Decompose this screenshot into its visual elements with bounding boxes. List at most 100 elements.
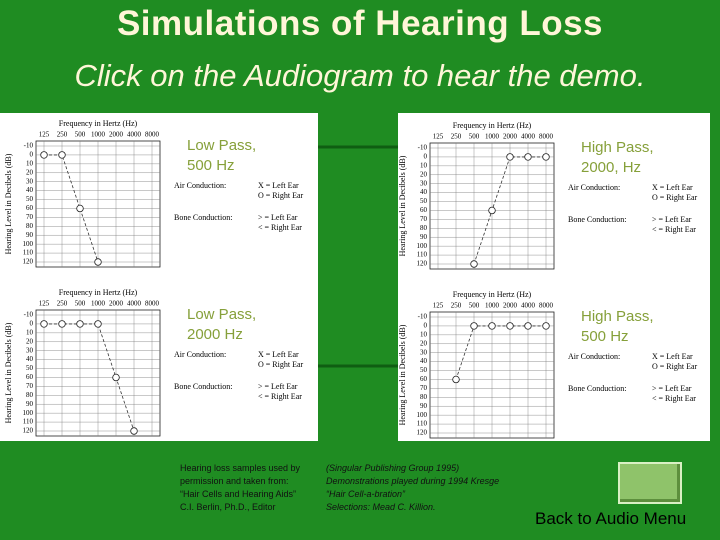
threshold-point (58, 320, 66, 328)
level-label: 30 (26, 346, 34, 354)
frequency-label: 250 (451, 133, 462, 141)
legend-text: < = Right Ear (258, 223, 302, 232)
frequency-label: 250 (451, 302, 462, 310)
level-label: 50 (420, 197, 428, 205)
threshold-point (470, 260, 478, 268)
legend-text: O = Right Ear (258, 360, 304, 369)
frequency-label: 2000 (109, 300, 124, 308)
level-label: 60 (26, 373, 34, 381)
level-label: 70 (26, 213, 34, 221)
slide-subtitle: Click on the Audiogram to hear the demo. (74, 58, 646, 93)
level-label: 120 (23, 258, 34, 266)
level-label: 0 (424, 153, 428, 161)
level-label: 60 (420, 375, 428, 383)
level-label: 120 (417, 260, 428, 268)
frequency-label: 125 (39, 300, 50, 308)
level-label: 80 (420, 224, 428, 232)
level-label: 60 (420, 206, 428, 214)
back-button[interactable]: Back to Audio Menu (535, 509, 687, 528)
frequency-label: 2000 (503, 133, 518, 141)
level-label: 50 (26, 195, 34, 203)
threshold-line (455, 325, 546, 380)
threshold-point (94, 258, 102, 266)
level-label: 120 (23, 427, 34, 435)
level-label: 110 (23, 249, 34, 257)
threshold-point (112, 373, 120, 382)
legend-text: > = Left Ear (258, 382, 298, 391)
legend-text: > = Left Ear (652, 215, 692, 224)
level-label: 80 (26, 222, 34, 230)
legend-text: X = Left Ear (652, 352, 693, 361)
level-label: 90 (420, 233, 428, 241)
frequency-label: 500 (469, 302, 480, 310)
threshold-point (130, 427, 138, 435)
back-button-icon[interactable] (618, 462, 682, 504)
level-label: 70 (420, 384, 428, 392)
level-label: 40 (26, 355, 34, 363)
level-label: 50 (26, 364, 34, 372)
level-label: 90 (26, 231, 34, 239)
footer-line: Selections: Mead C. Killion. (326, 502, 436, 512)
level-label: 70 (26, 382, 34, 390)
frequency-label: 8000 (145, 131, 160, 139)
frequency-label: 4000 (127, 131, 142, 139)
frequency-label: 8000 (539, 302, 554, 310)
threshold-point (506, 153, 514, 161)
threshold-point (58, 151, 66, 159)
x-axis-title: Frequency in Hertz (Hz) (59, 288, 138, 297)
frequency-label: 500 (469, 133, 480, 141)
frequency-label: 2000 (109, 131, 124, 139)
legend-text: > = Left Ear (652, 384, 692, 393)
level-label: 110 (417, 251, 428, 259)
footer-left: Hearing loss samples used by permission … (180, 462, 300, 514)
legend-text: O = Right Ear (652, 362, 698, 371)
frequency-label: 125 (433, 133, 444, 141)
threshold-point (76, 320, 84, 328)
demo-label: High Pass, (581, 308, 654, 325)
legend-text: Bone Conduction: (174, 382, 232, 391)
level-label: 50 (420, 366, 428, 374)
legend-text: < = Right Ear (652, 394, 696, 403)
frequency-label: 125 (433, 302, 444, 310)
demo-label: High Pass, (581, 139, 654, 156)
level-label: 100 (417, 411, 428, 419)
demo-label: Low Pass, (187, 306, 256, 323)
level-label: 20 (26, 168, 34, 176)
legend-text: X = Left Ear (652, 183, 693, 192)
demo-label: 500 Hz (187, 157, 235, 174)
legend-text: Air Conduction: (568, 352, 620, 361)
y-axis-title: Hearing Level in Decibels (dB) (398, 155, 407, 256)
level-label: 30 (420, 179, 428, 187)
threshold-point (488, 322, 496, 330)
footer-line: permission and taken from: (180, 476, 289, 486)
legend-text: Bone Conduction: (174, 213, 232, 222)
frequency-label: 4000 (521, 133, 536, 141)
demo-label: 2000 Hz (187, 326, 243, 343)
level-label: 40 (420, 188, 428, 196)
level-label: 20 (26, 337, 34, 345)
level-label: 70 (420, 215, 428, 223)
threshold-point (452, 375, 460, 384)
legend-text: X = Left Ear (258, 350, 299, 359)
threshold-line (44, 154, 99, 263)
level-label: 80 (420, 393, 428, 401)
level-label: 10 (26, 328, 34, 336)
level-label: 30 (420, 348, 428, 356)
threshold-point (94, 320, 102, 328)
x-axis-title: Frequency in Hertz (Hz) (453, 290, 532, 299)
demo-label: Low Pass, (187, 137, 256, 154)
footer-line: “Hair Cell-a-bration” (326, 489, 406, 499)
level-label: 30 (26, 177, 34, 185)
level-label: 90 (26, 400, 34, 408)
frequency-label: 1000 (485, 302, 500, 310)
frequency-label: 1000 (91, 131, 106, 139)
legend-text: < = Right Ear (652, 225, 696, 234)
threshold-point (40, 320, 48, 328)
threshold-point (542, 322, 550, 330)
level-label: 60 (26, 204, 34, 212)
